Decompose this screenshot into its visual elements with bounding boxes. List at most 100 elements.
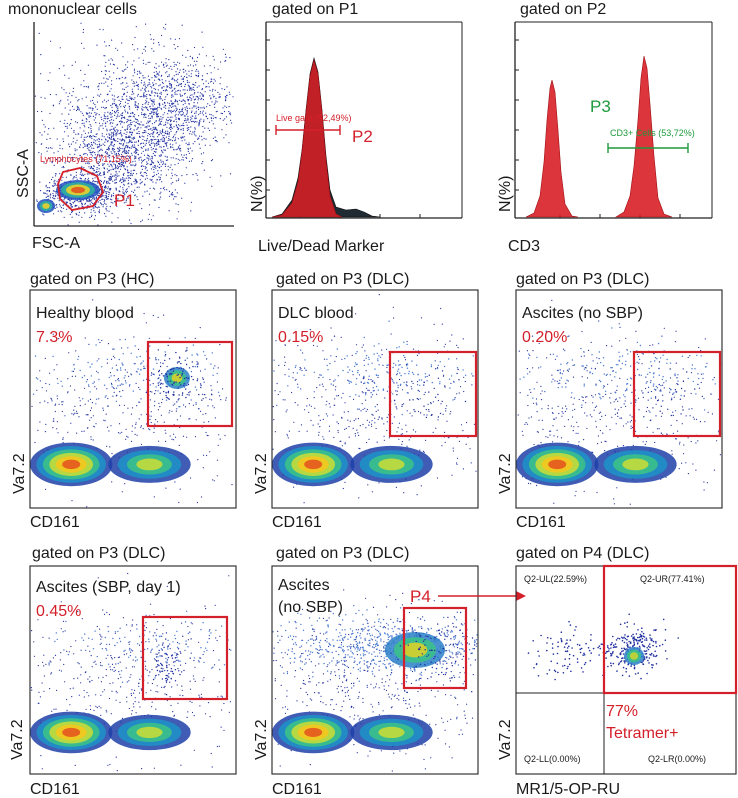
fsc-ssc-event <box>72 158 74 160</box>
fsc-ssc-event <box>226 106 228 108</box>
fsc-ssc-event <box>106 182 108 184</box>
fsc-ssc-event <box>143 172 145 174</box>
fsc-ssc-event <box>168 74 170 76</box>
fsc-ssc-event <box>126 144 128 147</box>
va72-event <box>526 373 529 375</box>
fsc-ssc-event <box>148 101 150 103</box>
va72-event <box>401 441 403 443</box>
fsc-ssc-event <box>113 127 115 129</box>
fsc-ssc-event <box>230 119 232 121</box>
fsc-ssc-event <box>112 192 115 194</box>
fsc-ssc-event <box>144 95 146 97</box>
fsc-ssc-event <box>183 120 186 122</box>
fsc-ssc-event <box>141 87 144 89</box>
fsc-ssc-event <box>101 149 103 151</box>
fsc-ssc-event <box>210 72 212 74</box>
fsc-ssc-event <box>166 71 168 73</box>
fsc-ssc-event <box>153 168 155 171</box>
va72-event <box>143 367 145 370</box>
va72-event <box>372 380 374 382</box>
va72-event <box>363 375 365 378</box>
va72-event <box>365 399 367 401</box>
fsc-ssc-event <box>210 81 212 83</box>
va72-event <box>575 490 577 492</box>
va72-event <box>583 383 585 385</box>
fsc-ssc-event <box>65 201 67 203</box>
fsc-ssc-event <box>122 179 124 181</box>
fsc-ssc-event <box>114 153 116 155</box>
fsc-ssc-event <box>106 121 108 123</box>
va72-event <box>77 358 79 360</box>
fsc-ssc-event <box>193 121 196 123</box>
va72-event <box>344 402 346 404</box>
fsc-ssc-event <box>79 144 82 146</box>
fsc-ssc-event <box>144 103 146 105</box>
fsc-ssc-event <box>229 57 231 59</box>
fsc-ssc-event <box>180 150 182 152</box>
mait-event <box>166 386 168 388</box>
va72-event <box>344 443 346 445</box>
va72-event <box>377 376 379 379</box>
fsc-ssc-event <box>156 179 158 181</box>
va72-event <box>540 393 542 395</box>
fsc-ssc-event <box>173 103 175 105</box>
fsc-ssc-event <box>58 103 61 105</box>
fsc-ssc-event <box>110 179 112 181</box>
fsc-ssc-event <box>188 81 190 83</box>
fsc-ssc-event <box>97 194 99 196</box>
fsc-ssc-event <box>152 132 155 134</box>
fsc-ssc-event <box>40 96 42 98</box>
fsc-ssc-event <box>192 83 194 85</box>
fsc-ssc-event <box>197 99 199 101</box>
fsc-ssc-event <box>69 124 71 126</box>
fsc-ssc-event <box>109 112 111 114</box>
va72-event <box>713 376 715 379</box>
fsc-ssc-event <box>122 195 124 197</box>
va72-event <box>700 355 702 357</box>
fsc-ssc-event <box>44 97 46 99</box>
va72-event <box>398 378 401 381</box>
fsc-ssc-event <box>109 198 112 200</box>
fsc-ssc-event <box>225 56 227 58</box>
panel-f-density <box>516 299 722 505</box>
va72-event <box>357 418 359 420</box>
fsc-ssc-event <box>85 152 87 155</box>
va72-event <box>217 444 219 446</box>
va72-event <box>98 398 100 400</box>
fsc-ssc-event <box>77 158 79 160</box>
va72-event <box>678 443 681 445</box>
fsc-ssc-event <box>129 197 131 199</box>
fsc-ssc-event <box>197 102 199 104</box>
fsc-ssc-event <box>170 65 172 67</box>
panel-e-ylabel: Va7.2 <box>253 453 270 494</box>
fsc-ssc-event <box>68 92 71 94</box>
fsc-ssc-event <box>103 163 106 165</box>
fsc-ssc-event <box>198 123 200 126</box>
mait-event <box>158 374 161 376</box>
fsc-ssc-event <box>157 89 159 91</box>
va72-event <box>125 438 127 440</box>
fsc-ssc-event <box>188 70 190 72</box>
fsc-ssc-event <box>130 124 133 126</box>
panel-b: gated on P1 Live gate (92,49%) P2 N(%) L… <box>249 1 463 255</box>
fsc-ssc-event <box>120 140 122 142</box>
fsc-ssc-event <box>170 85 172 87</box>
fsc-ssc-event <box>106 133 108 135</box>
va72-event <box>125 382 127 384</box>
va72-event <box>130 374 133 376</box>
va72-event <box>408 439 410 441</box>
va72-event <box>538 331 540 333</box>
va72-event <box>99 341 101 344</box>
va72-event <box>606 373 608 376</box>
fsc-ssc-event <box>140 146 142 148</box>
fsc-ssc-event <box>128 171 130 174</box>
fsc-ssc-event <box>91 147 93 149</box>
fsc-ssc-event <box>167 122 169 124</box>
fsc-ssc-event <box>176 81 179 83</box>
va72-event <box>174 403 176 405</box>
fsc-ssc-event <box>137 88 139 90</box>
mait-event <box>437 393 439 396</box>
va72-event <box>669 362 672 364</box>
va72-event <box>423 393 425 396</box>
fsc-ssc-event <box>78 211 80 213</box>
